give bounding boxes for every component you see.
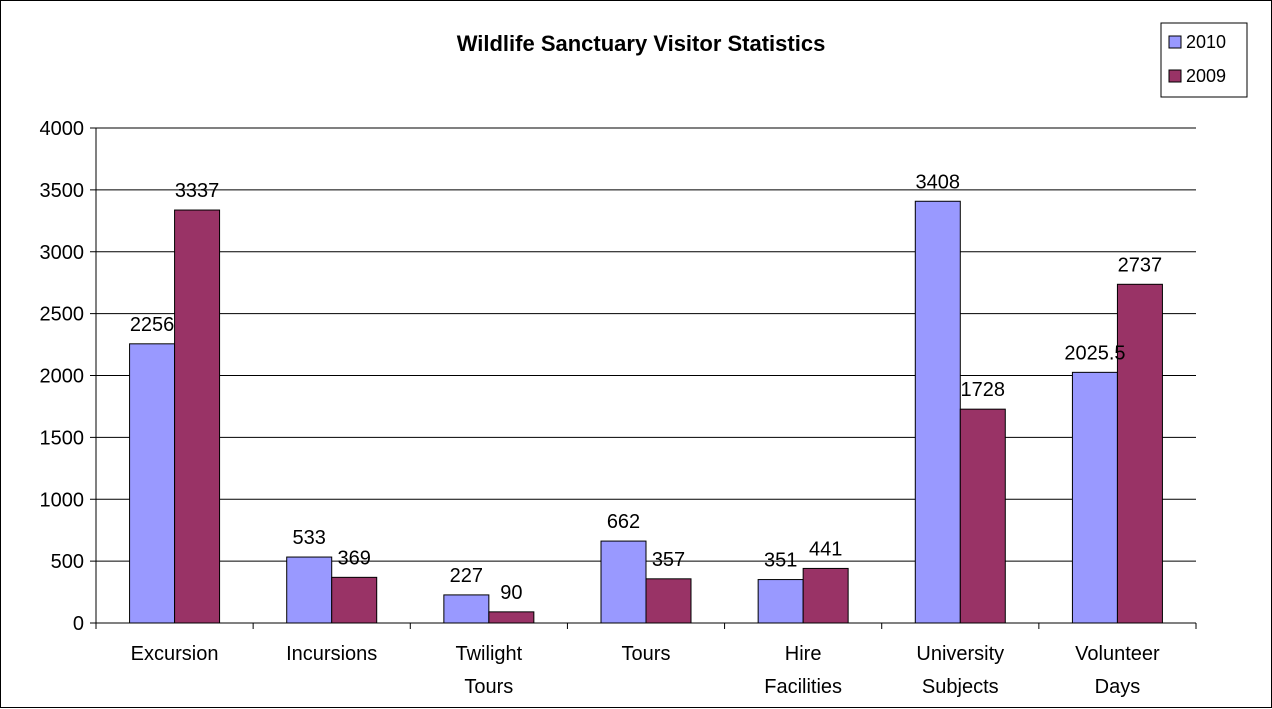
bar-2009 [959,408,1006,624]
data-label: 3408 [916,171,961,193]
bar-2010 [443,594,490,624]
x-tick-label: Incursions [286,643,377,665]
x-tick-label: Tours [622,643,671,665]
y-tick-label: 4000 [40,118,85,140]
data-label: 357 [652,549,685,571]
bar-2009 [488,611,535,624]
bar-2010 [1071,371,1118,624]
bar-2009 [174,209,221,624]
chart-title: Wildlife Sanctuary Visitor Statistics [457,31,826,56]
legend-swatch [1168,69,1182,83]
y-tick-label: 1000 [40,489,85,511]
bar-2010 [914,200,961,624]
legend-label: 2010 [1186,32,1226,52]
bar-2010 [129,343,176,624]
y-tick-label: 0 [73,613,84,635]
x-tick-label: University Subjects [916,643,1004,698]
data-label: 3337 [175,180,220,202]
y-tick-label: 3000 [40,242,85,264]
bar-2009 [645,578,692,624]
bar-2010 [286,556,333,624]
bar-2009 [331,576,378,624]
bars [129,200,1163,624]
data-label: 90 [500,582,522,604]
data-label: 662 [607,511,640,533]
y-tick-label: 3500 [40,180,85,202]
x-tick-label: Volunteer Days [1075,643,1160,698]
legend-label: 2009 [1186,66,1226,86]
bar-2009 [802,567,849,624]
bar-2009 [1116,283,1163,624]
x-tick-label: Hire Facilities [764,643,842,698]
axes: 0 500 1000 1500 2000 2500 3000 3500 4000 Excursio… [40,118,1197,698]
data-label: 533 [293,527,326,549]
data-label: 2025.5 [1064,342,1125,364]
y-tick-label: 2000 [40,366,85,388]
data-label: 351 [764,550,797,572]
data-label: 2256 [130,314,175,336]
data-label: 2737 [1118,254,1163,276]
data-label: 1728 [961,379,1006,401]
bar-2010 [600,540,647,624]
data-labels: 2256 533 227 662 351 3408 2025.5 3337 369 90 357 44… [130,171,1162,604]
y-tick-label: 2500 [40,304,85,326]
bar-2010 [757,579,804,624]
legend-box [1160,22,1248,98]
data-label: 227 [450,565,483,587]
gridlines [96,127,1196,562]
data-label: 441 [809,538,842,560]
legend-swatch [1168,35,1182,49]
y-tick-label: 500 [51,551,84,573]
x-tick-label: Excursion [131,643,219,665]
data-label: 369 [338,547,371,569]
legend: 2010 2009 [1160,22,1248,98]
y-tick-label: 1500 [40,427,85,449]
x-tick-label: Twilight Tours [456,643,523,698]
